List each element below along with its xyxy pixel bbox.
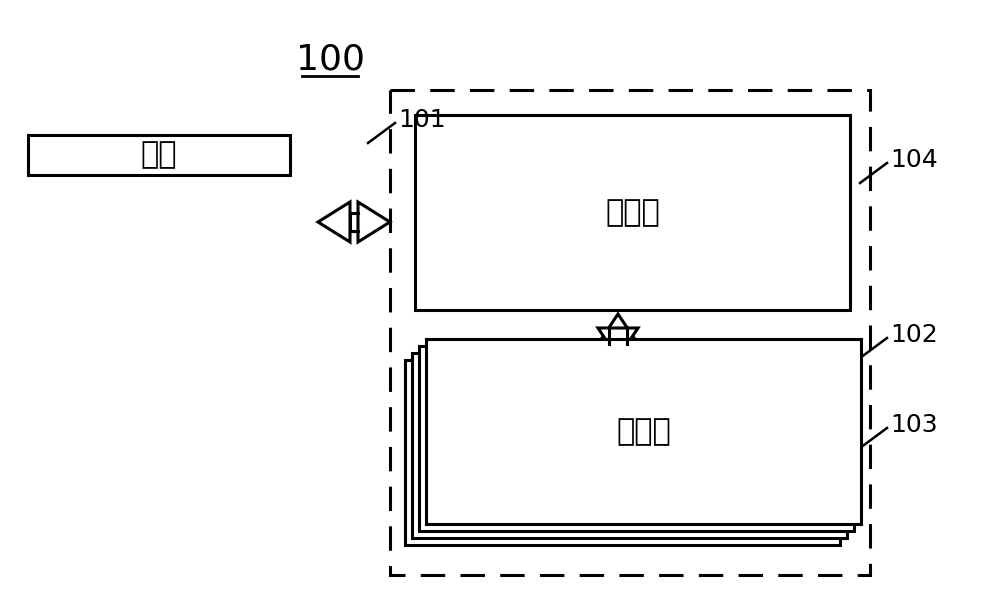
Text: 101: 101	[398, 108, 446, 132]
Bar	[405, 360, 840, 545]
Bar	[390, 90, 870, 575]
Text: 100: 100	[296, 42, 364, 76]
Text: 主机: 主机	[141, 140, 177, 170]
Bar	[415, 115, 850, 310]
Text: 103: 103	[890, 413, 938, 437]
Text: 104: 104	[890, 148, 938, 172]
Polygon shape	[598, 314, 638, 344]
Polygon shape	[318, 202, 350, 242]
Polygon shape	[358, 202, 390, 242]
Text: 102: 102	[890, 323, 938, 347]
Bar	[350, 213, 358, 231]
Bar	[426, 339, 861, 524]
Bar	[419, 346, 854, 531]
Text: 控制器: 控制器	[605, 198, 660, 227]
Bar	[609, 328, 627, 344]
Polygon shape	[598, 328, 638, 358]
Bar	[412, 353, 847, 538]
Bar	[28, 135, 290, 175]
Text: 存储器: 存储器	[616, 417, 671, 446]
